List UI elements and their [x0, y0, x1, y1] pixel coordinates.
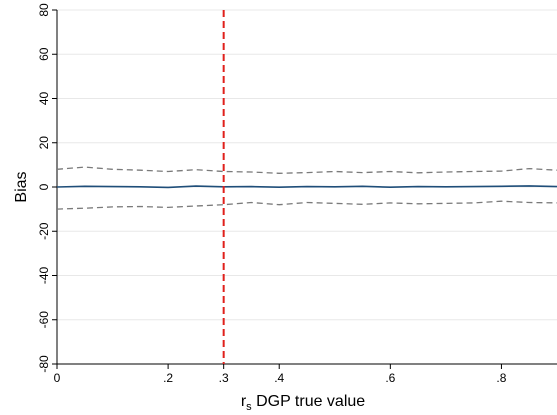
y-axis-title: Bias: [13, 171, 30, 202]
y-tick-label: 80: [37, 3, 51, 17]
x-tick-label: .6: [385, 371, 395, 385]
y-tick-label: 20: [37, 136, 51, 150]
x-tick-label: .4: [274, 371, 284, 385]
y-tick-label: -40: [37, 267, 51, 285]
x-axis-title: rs DGP true value: [241, 393, 365, 413]
x-tick-label: 0: [54, 371, 61, 385]
y-tick-label: -20: [37, 222, 51, 240]
x-tick-label: .8: [496, 371, 506, 385]
y-tick-label: 40: [37, 92, 51, 106]
series-line-upper: [56, 166, 557, 174]
series-line-lower: [56, 200, 557, 210]
y-tick-label: -80: [37, 355, 51, 373]
y-tick-label: 60: [37, 47, 51, 61]
y-tick-label: -60: [37, 311, 51, 329]
x-axis-title-subscript: s: [246, 401, 252, 413]
y-tick-label: 0: [37, 183, 51, 190]
axes: [52, 9, 557, 369]
x-tick-label: .2: [163, 371, 173, 385]
x-axis-title-rest: DGP true value: [252, 393, 366, 410]
x-axis-title-main: r: [241, 393, 247, 410]
x-tick-label: .3: [219, 371, 229, 385]
series-line-mean: [56, 185, 557, 189]
series-lines: [56, 166, 557, 210]
